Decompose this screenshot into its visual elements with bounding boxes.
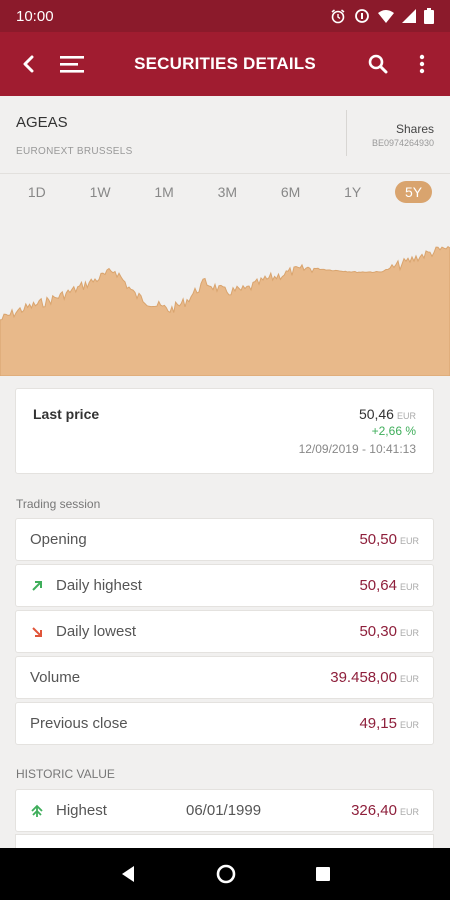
- status-time: 10:00: [16, 7, 54, 25]
- security-header: AGEAS EURONEXT BRUSSELS Shares BE0974264…: [0, 96, 450, 174]
- last-price-datetime: 12/09/2019 - 10:41:13: [298, 442, 416, 456]
- security-market: EURONEXT BRUSSELS: [16, 146, 133, 157]
- opening-label: Opening: [30, 531, 87, 548]
- last-price-value-wrap: 50,46 EUR: [359, 406, 416, 422]
- data-saver-icon: [355, 9, 369, 23]
- opening-value: 50,50: [359, 531, 397, 548]
- volume-value-wrap: 39.458,00 EUR: [330, 669, 419, 686]
- volume-currency: EUR: [399, 674, 419, 684]
- daily-highest-value-wrap: 50,64 EUR: [359, 577, 419, 594]
- tab-1d[interactable]: 1D: [27, 184, 46, 200]
- menu-button[interactable]: [50, 42, 94, 86]
- nav-recents-icon[interactable]: [315, 866, 331, 882]
- tab-1y[interactable]: 1Y: [344, 184, 362, 200]
- historic-highest-value: 326,40: [351, 802, 397, 819]
- previous-close-value: 49,15: [359, 715, 397, 732]
- historic-highest-currency: EUR: [399, 807, 419, 817]
- arrow-up-right-icon: [32, 580, 42, 591]
- page-title: SECURITIES DETAILS: [134, 54, 316, 73]
- last-price-label: Last price: [33, 406, 100, 422]
- price-chart[interactable]: [0, 210, 450, 377]
- more-vert-icon: [419, 54, 425, 74]
- opening-currency: EUR: [399, 536, 419, 546]
- daily-lowest-value-wrap: 50,30 EUR: [359, 623, 419, 640]
- last-price-value: 50,46: [358, 406, 394, 422]
- daily-lowest-value: 50,30: [359, 623, 397, 640]
- historic-highest-value-wrap: 326,40 EUR: [351, 802, 419, 819]
- previous-close-currency: EUR: [399, 720, 419, 730]
- historic-row-highest: Highest 06/01/1999 326,40 EUR: [15, 789, 434, 832]
- historic-highest-date: 06/01/1999: [186, 802, 262, 819]
- app-bar: SECURITIES DETAILS: [0, 32, 450, 96]
- trading-session-title: Trading session: [16, 497, 101, 511]
- price-area-chart: [0, 246, 450, 377]
- back-button[interactable]: [6, 42, 50, 86]
- signal-icon: [402, 9, 416, 23]
- trading-row-daily-lowest: Daily lowest 50,30 EUR: [15, 610, 434, 653]
- trading-row-volume: Volume 39.458,00 EUR: [15, 656, 434, 699]
- last-price-card: Last price 50,46 EUR +2,66 % 12/09/2019 -…: [15, 388, 434, 474]
- alarm-icon: [331, 9, 345, 24]
- volume-value: 39.458,00: [330, 669, 397, 686]
- daily-highest-label-wrap: Daily highest: [30, 577, 359, 594]
- daily-highest-currency: EUR: [399, 582, 419, 592]
- wifi-icon: [378, 10, 394, 23]
- last-price-change: +2,66 %: [371, 424, 416, 438]
- status-bar: 10:00: [0, 0, 450, 32]
- previous-close-value-wrap: 49,15 EUR: [359, 715, 419, 732]
- security-type: Shares: [395, 122, 434, 136]
- nav-back-icon[interactable]: [119, 865, 137, 883]
- header-divider: [346, 110, 347, 156]
- daily-lowest-label-wrap: Daily lowest: [30, 623, 359, 640]
- battery-icon: [424, 8, 434, 24]
- daily-highest-value: 50,64: [359, 577, 397, 594]
- tab-6m[interactable]: 6M: [280, 184, 301, 200]
- daily-lowest-label: Daily lowest: [56, 623, 137, 640]
- tab-5y[interactable]: 5Y: [394, 181, 433, 203]
- last-price-currency: EUR: [396, 411, 416, 421]
- arrow-down-right-icon: [32, 626, 42, 637]
- historic-value-title: HISTORIC VALUE: [16, 767, 115, 781]
- back-arrow-icon: [23, 55, 34, 73]
- trading-row-daily-highest: Daily highest 50,64 EUR: [15, 564, 434, 607]
- tab-3m[interactable]: 3M: [217, 184, 238, 200]
- opening-value-wrap: 50,50 EUR: [359, 531, 419, 548]
- search-button[interactable]: [356, 42, 400, 86]
- volume-label: Volume: [30, 669, 81, 686]
- search-icon: [368, 54, 388, 74]
- security-name: AGEAS: [16, 114, 68, 131]
- trading-row-previous-close: Previous close 49,15 EUR: [15, 702, 434, 745]
- status-icons: [330, 8, 434, 24]
- previous-close-label: Previous close: [30, 715, 128, 732]
- arrow-up-icon: [31, 804, 43, 817]
- tab-1m[interactable]: 1M: [154, 184, 174, 200]
- price-area: [0, 246, 450, 377]
- security-isin: BE0974264930: [371, 138, 434, 148]
- nav-home-icon[interactable]: [216, 864, 236, 884]
- system-nav-bar: [0, 848, 450, 900]
- daily-highest-label: Daily highest: [56, 577, 142, 594]
- tab-1w[interactable]: 1W: [89, 184, 111, 200]
- historic-highest-label: Highest: [56, 802, 107, 819]
- menu-icon: [60, 56, 84, 73]
- trading-row-opening: Opening 50,50 EUR: [15, 518, 434, 561]
- historic-highest-label-wrap: Highest: [30, 802, 351, 819]
- period-tabs: 1D 1W 1M 3M 6M 1Y 5Y: [0, 174, 450, 210]
- daily-lowest-currency: EUR: [399, 628, 419, 638]
- more-options-button[interactable]: [400, 42, 444, 86]
